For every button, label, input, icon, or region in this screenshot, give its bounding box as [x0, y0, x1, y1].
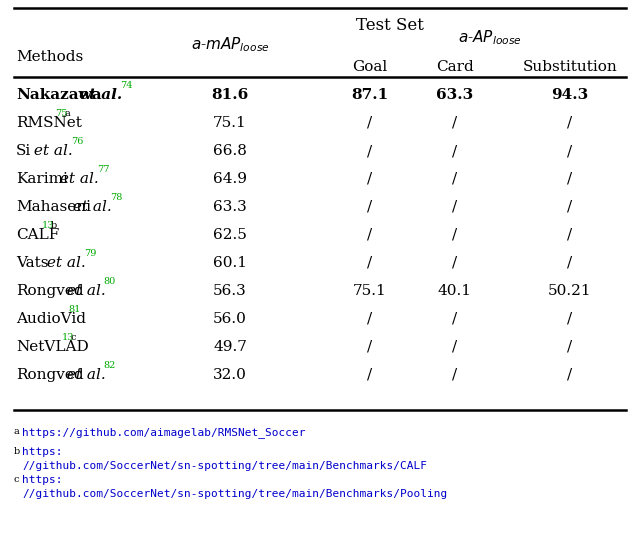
- Text: 75: 75: [55, 109, 67, 118]
- Text: /: /: [452, 228, 458, 242]
- Text: 56.0: 56.0: [213, 312, 247, 326]
- Text: /: /: [367, 312, 372, 326]
- Text: /: /: [452, 116, 458, 130]
- Text: et al.: et al.: [55, 172, 99, 186]
- Text: 50.21: 50.21: [548, 284, 592, 298]
- Text: 87.1: 87.1: [351, 88, 388, 102]
- Text: 56.3: 56.3: [213, 284, 247, 298]
- Text: //github.com/SoccerNet/sn-spotting/tree/main/Benchmarks/CALF: //github.com/SoccerNet/sn-spotting/tree/…: [22, 461, 427, 471]
- Text: Test Set: Test Set: [356, 17, 424, 34]
- Text: Methods: Methods: [16, 50, 83, 64]
- Text: /: /: [367, 228, 372, 242]
- Text: 78: 78: [110, 193, 122, 202]
- Text: 13: 13: [61, 333, 74, 342]
- Text: /: /: [568, 340, 573, 354]
- Text: Mahaseni: Mahaseni: [16, 200, 91, 214]
- Text: /: /: [568, 200, 573, 214]
- Text: 75.1: 75.1: [213, 116, 247, 130]
- Text: 79: 79: [84, 249, 96, 258]
- Text: et al.: et al.: [74, 88, 122, 102]
- Text: 77: 77: [97, 165, 109, 174]
- Text: /: /: [367, 172, 372, 186]
- Text: //github.com/SoccerNet/sn-spotting/tree/main/Benchmarks/Pooling: //github.com/SoccerNet/sn-spotting/tree/…: [22, 489, 447, 499]
- Text: 63.3: 63.3: [436, 88, 474, 102]
- Text: c: c: [14, 475, 19, 484]
- Text: 64.9: 64.9: [213, 172, 247, 186]
- Text: /: /: [568, 368, 573, 382]
- Text: 62.5: 62.5: [213, 228, 247, 242]
- Text: Card: Card: [436, 60, 474, 74]
- Text: 75.1: 75.1: [353, 284, 387, 298]
- Text: /: /: [367, 340, 372, 354]
- Text: Rongved: Rongved: [16, 368, 84, 382]
- Text: 63.3: 63.3: [213, 200, 247, 214]
- Text: 82: 82: [104, 361, 116, 370]
- Text: Si: Si: [16, 144, 31, 158]
- Text: /: /: [568, 172, 573, 186]
- Text: Goal: Goal: [353, 60, 388, 74]
- Text: /: /: [568, 256, 573, 270]
- Text: Vats: Vats: [16, 256, 49, 270]
- Text: c: c: [70, 333, 76, 342]
- Text: Substitution: Substitution: [523, 60, 618, 74]
- Text: 81.6: 81.6: [211, 88, 248, 102]
- Text: 40.1: 40.1: [438, 284, 472, 298]
- Text: AudioVid: AudioVid: [16, 312, 86, 326]
- Text: /: /: [452, 172, 458, 186]
- Text: b: b: [14, 447, 20, 456]
- Text: $a$-$mAP_{loose}$: $a$-$mAP_{loose}$: [191, 36, 269, 55]
- Text: et al.: et al.: [42, 256, 86, 270]
- Text: 81: 81: [68, 305, 81, 314]
- Text: /: /: [367, 368, 372, 382]
- Text: /: /: [367, 116, 372, 130]
- Text: 66.8: 66.8: [213, 144, 247, 158]
- Text: 60.1: 60.1: [213, 256, 247, 270]
- Text: /: /: [568, 312, 573, 326]
- Text: /: /: [568, 228, 573, 242]
- Text: /: /: [452, 340, 458, 354]
- Text: et al.: et al.: [29, 144, 73, 158]
- Text: /: /: [367, 144, 372, 158]
- Text: /: /: [452, 312, 458, 326]
- Text: et al.: et al.: [61, 284, 105, 298]
- Text: 13: 13: [42, 221, 54, 230]
- Text: $a$-$AP_{loose}$: $a$-$AP_{loose}$: [458, 29, 522, 48]
- Text: et al.: et al.: [68, 200, 112, 214]
- Text: /: /: [452, 144, 458, 158]
- Text: /: /: [452, 200, 458, 214]
- Text: a: a: [14, 427, 20, 436]
- Text: RMSNet: RMSNet: [16, 116, 82, 130]
- Text: 32.0: 32.0: [213, 368, 247, 382]
- Text: NetVLAD: NetVLAD: [16, 340, 89, 354]
- Text: https:: https:: [22, 447, 63, 457]
- Text: /: /: [452, 256, 458, 270]
- Text: 80: 80: [104, 277, 116, 286]
- Text: /: /: [452, 368, 458, 382]
- Text: 76: 76: [71, 137, 83, 146]
- Text: /: /: [568, 144, 573, 158]
- Text: 94.3: 94.3: [552, 88, 589, 102]
- Text: b: b: [51, 221, 58, 230]
- Text: https://github.com/aimagelab/RMSNet_Soccer: https://github.com/aimagelab/RMSNet_Socc…: [22, 427, 305, 438]
- Text: https:: https:: [22, 475, 63, 485]
- Text: et al.: et al.: [61, 368, 105, 382]
- Text: Rongved: Rongved: [16, 284, 84, 298]
- Text: 49.7: 49.7: [213, 340, 247, 354]
- Text: /: /: [367, 256, 372, 270]
- Text: /: /: [367, 200, 372, 214]
- Text: /: /: [568, 116, 573, 130]
- Text: a: a: [64, 109, 70, 118]
- Text: Karimi: Karimi: [16, 172, 68, 186]
- Text: CALF: CALF: [16, 228, 60, 242]
- Text: 74: 74: [120, 81, 132, 90]
- Text: Nakazawa: Nakazawa: [16, 88, 102, 102]
